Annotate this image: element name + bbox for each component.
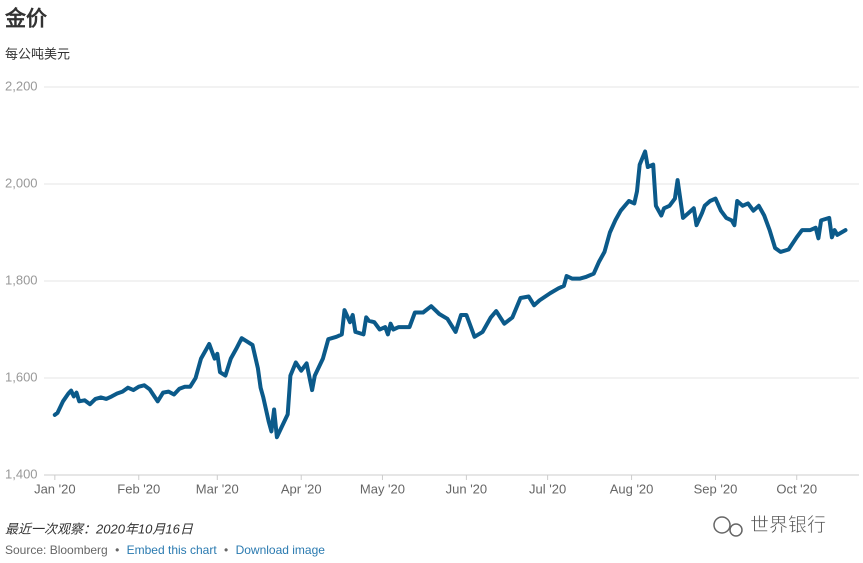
embed-link[interactable]: Embed this chart bbox=[127, 543, 218, 557]
line bbox=[52, 149, 848, 440]
x-tick-label: Jan '20 bbox=[34, 481, 76, 496]
x-tick-label: Apr '20 bbox=[281, 481, 322, 496]
watermark-icon bbox=[713, 516, 743, 537]
note: 最近一次观察：2020年10月16日 bbox=[5, 521, 194, 536]
y-tick-label: 2,200 bbox=[5, 78, 38, 93]
y-tick-label: 2,000 bbox=[5, 175, 38, 190]
x-tick-label: Jun '20 bbox=[446, 481, 488, 496]
x-tick-label: Aug '20 bbox=[610, 481, 654, 496]
y-tick-label: 1,400 bbox=[5, 466, 38, 481]
separator: • bbox=[224, 543, 228, 557]
y-tick-label: 1,800 bbox=[5, 272, 38, 287]
x-tick-label: Jul '20 bbox=[529, 481, 566, 496]
separator: • bbox=[115, 543, 119, 557]
chart-title: 金价 bbox=[4, 7, 48, 31]
source: Source: Bloomberg bbox=[5, 543, 108, 557]
x-tick-label: Oct '20 bbox=[776, 481, 817, 496]
x-tick-label: Feb '20 bbox=[117, 481, 160, 496]
footer: Source: Bloomberg • Embed this chart • D… bbox=[5, 543, 325, 557]
x-tick-label: Mar '20 bbox=[196, 481, 239, 496]
y-tick-label: 1,600 bbox=[5, 369, 38, 384]
x-tick-label: Sep '20 bbox=[694, 481, 738, 496]
watermark: 世界银行 bbox=[750, 514, 826, 536]
chart-subtitle: 每公吨美元 bbox=[5, 46, 70, 61]
x-tick-label: May '20 bbox=[360, 481, 405, 496]
download-link[interactable]: Download image bbox=[236, 543, 326, 557]
